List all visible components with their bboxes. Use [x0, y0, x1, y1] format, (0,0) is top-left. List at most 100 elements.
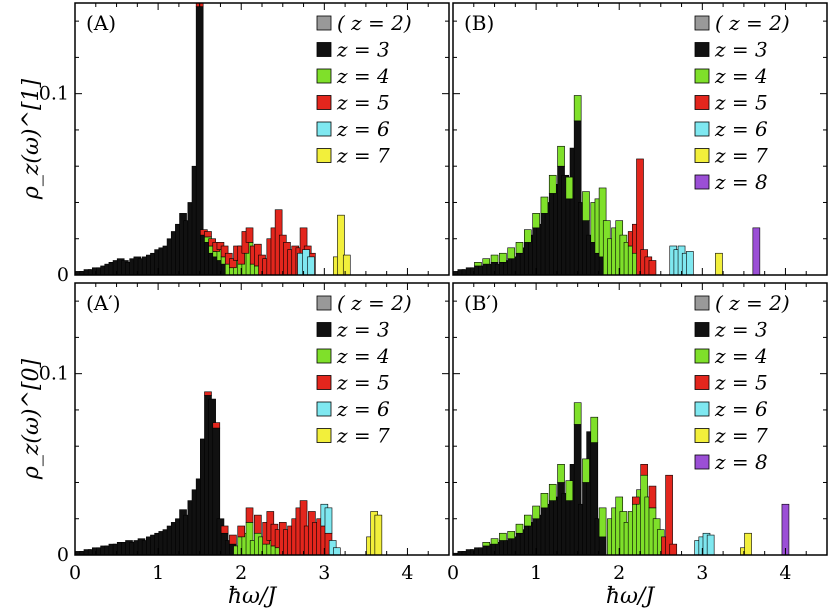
legend-label: ( z = 2): [715, 11, 790, 35]
bar-z-4: [482, 258, 491, 265]
legend-label: z = 3: [714, 38, 768, 62]
bar-z-4: [557, 145, 565, 167]
bar-z-4: [490, 254, 499, 263]
legend-label: z = 5: [714, 91, 768, 115]
plot-frame: [74, 282, 450, 556]
legend-label: z = 7: [336, 424, 390, 448]
x-tick-label: 1: [152, 562, 164, 584]
legend-swatch: [316, 322, 332, 337]
bar-z-5: [640, 464, 648, 476]
bar-z-4: [499, 532, 507, 541]
y-axis-title: ρ_z(ω)^[1]: [19, 78, 44, 200]
bar-z-6: [324, 507, 333, 534]
legend-swatch: [694, 348, 710, 364]
panel-B-prime: 0 1 2 3 4 (B′) ( z = 2) z = 3z = 4 z = 5z = 6 z =…: [447, 282, 828, 608]
x-tick-label: 3: [696, 562, 708, 584]
bar-z-4: [573, 402, 582, 425]
bar-z-5: [632, 496, 640, 505]
panel-label: (B): [464, 11, 494, 35]
y-tick-label: 0: [57, 264, 69, 286]
legend-label: z = 5: [336, 91, 390, 115]
bar-z-5: [237, 245, 246, 265]
bar-z-7: [715, 252, 723, 276]
bar-z-4: [523, 514, 532, 527]
bar-z-4: [598, 507, 607, 538]
bar-z-5: [245, 507, 254, 523]
legend-swatch: [694, 15, 710, 31]
panel-label: (A): [86, 11, 116, 35]
legend-swatch: [694, 42, 710, 57]
bar-z-4: [548, 174, 557, 194]
legend-swatch: [316, 15, 332, 31]
legend-label: z = 6: [714, 117, 768, 141]
y-tick-label: 0.1: [39, 363, 69, 385]
bar-z-4: [499, 252, 507, 263]
bar-z-5: [229, 258, 237, 269]
legend-swatch: [316, 148, 332, 163]
legend-label: z = 4: [336, 344, 390, 368]
bar-z-5: [648, 260, 657, 276]
bar-z-5: [665, 474, 673, 556]
panel-A-prime: 0 1 2 3 400.1(A′)( z = 2)z = 3z = 4z = 5z = …: [19, 282, 450, 608]
legend-swatch: [694, 68, 710, 84]
legend-swatch: [694, 148, 710, 163]
panel-label: (B′): [464, 291, 499, 315]
x-tick-label: 2: [613, 562, 625, 584]
plot-frame: [74, 2, 450, 276]
x-axis-title: ħω/J: [228, 584, 278, 608]
legend-swatch: [694, 95, 710, 110]
bar-z-4: [515, 523, 524, 534]
bar-z-5: [669, 543, 678, 556]
legend-label: ( z = 2): [337, 11, 412, 35]
bar-z-4: [548, 483, 557, 501]
panel-label: (A′): [86, 291, 121, 315]
bar-z-3: [598, 536, 607, 556]
bar-z-5: [204, 391, 212, 396]
legend-label: z = 5: [336, 371, 390, 395]
legend-swatch: [694, 121, 710, 137]
bar-z-7: [374, 514, 383, 556]
bar-z-4: [532, 505, 540, 520]
legend-swatch: [694, 322, 710, 337]
y-tick-label: 0.1: [39, 83, 69, 105]
legend-swatch: [694, 454, 710, 470]
bar-z-6: [307, 256, 315, 276]
legend-swatch: [694, 428, 710, 443]
legend-label: ( z = 2): [715, 291, 790, 315]
x-tick-label: 4: [779, 562, 791, 584]
bar-z-4: [532, 213, 540, 229]
legend-label: z = 3: [714, 318, 768, 342]
x-tick-label: 0: [447, 562, 459, 584]
bar-z-6: [686, 251, 694, 276]
legend-label: z = 8: [714, 170, 768, 194]
bar-z-4: [507, 247, 515, 259]
bar-z-4: [515, 242, 524, 254]
bar-z-4: [582, 458, 590, 483]
bar-z-5: [220, 525, 229, 534]
legend-label: z = 3: [336, 38, 390, 62]
legend-swatch: [316, 401, 332, 417]
legend-label: z = 6: [714, 397, 768, 421]
bar-z-5: [229, 534, 237, 545]
x-tick-label: 3: [318, 562, 330, 584]
bar-z-4: [474, 262, 482, 267]
bar-z-4: [590, 416, 599, 443]
legend-label: z = 6: [336, 397, 390, 421]
legend-swatch: [316, 428, 332, 443]
bar-z-5: [204, 231, 212, 238]
legend-swatch: [694, 174, 710, 190]
legend-swatch: [316, 348, 332, 364]
bar-z-4: [540, 196, 549, 214]
legend-swatch: [316, 121, 332, 137]
legend-label: z = 4: [336, 64, 390, 88]
legend-label: z = 3: [336, 318, 390, 342]
bar-z-7: [744, 532, 752, 556]
bar-z-5: [254, 514, 262, 534]
bar-z-4: [565, 176, 574, 200]
legend-swatch: [694, 375, 710, 390]
bar-z-4: [540, 493, 549, 509]
bar-z-5: [245, 227, 254, 243]
bar-z-4: [490, 538, 499, 545]
legend-swatch: [316, 68, 332, 84]
legend-label: z = 7: [714, 424, 768, 448]
